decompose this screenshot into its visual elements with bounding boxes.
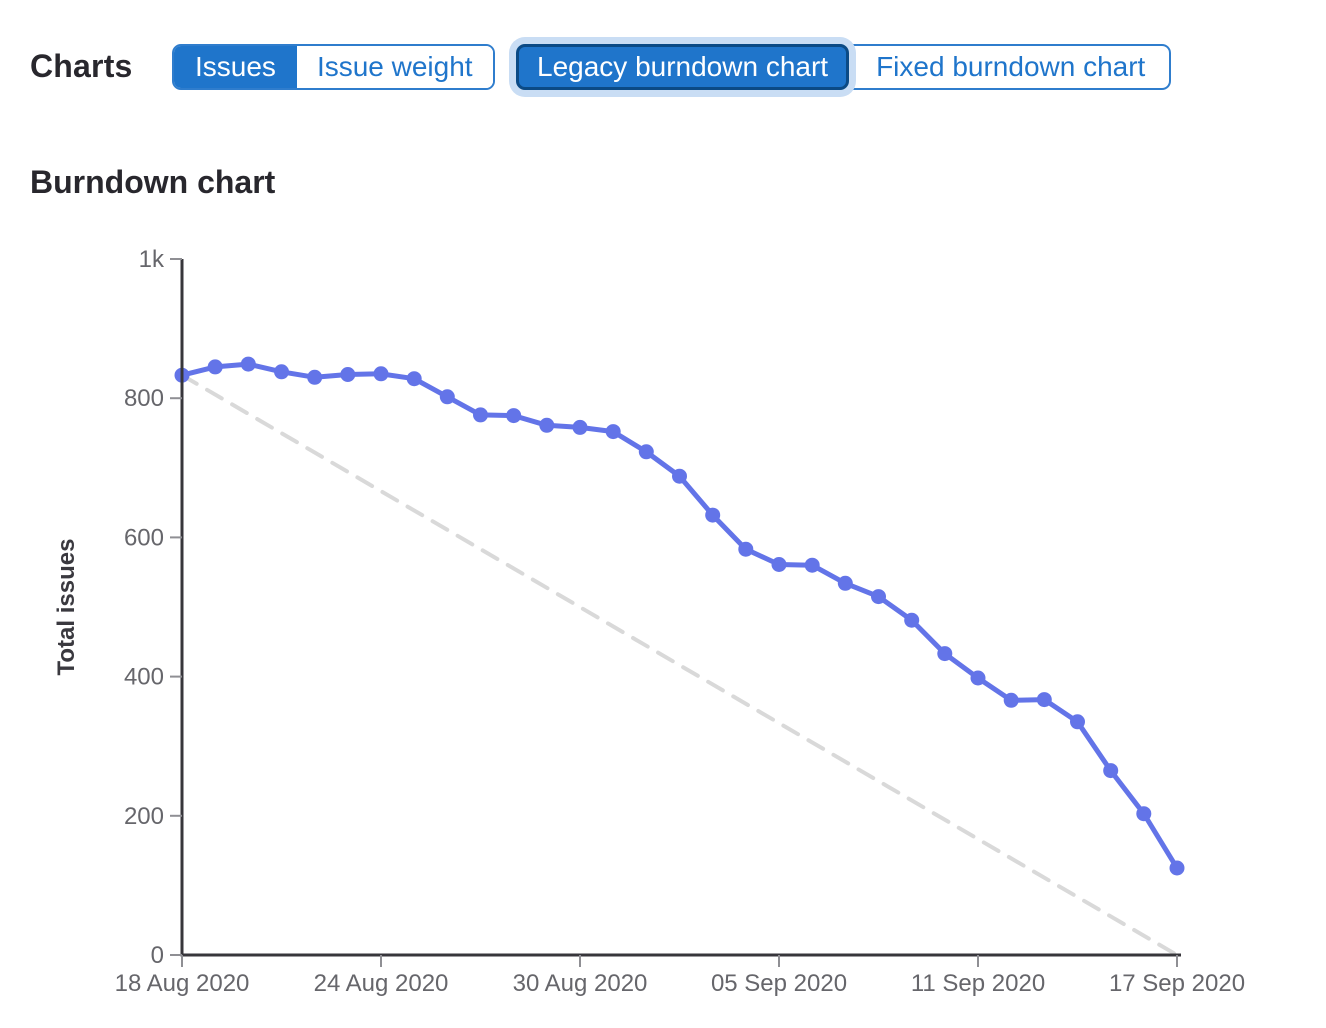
y-tick-label: 400 <box>124 664 164 691</box>
x-tick-label: 17 Sep 2020 <box>1109 970 1245 997</box>
y-tick-label: 600 <box>124 524 164 551</box>
issue-weight-toggle-button[interactable]: Issue weight <box>296 46 493 88</box>
guideline-series <box>180 373 1179 957</box>
metric-toggle-group: Issues Issue weight <box>172 44 495 90</box>
chart-type-toggle-group: Legacy burndown chart Fixed burndown cha… <box>516 44 1172 90</box>
fixed-burndown-chart-button[interactable]: Fixed burndown chart <box>844 44 1172 90</box>
x-tick-label: 18 Aug 2020 <box>115 970 250 997</box>
x-tick-label: 11 Sep 2020 <box>911 970 1045 997</box>
y-tick-label: 800 <box>124 385 164 412</box>
y-tick-label: 0 <box>151 942 164 969</box>
y-tick-label: 1k <box>139 246 165 273</box>
series-layer <box>174 356 1185 957</box>
charts-label: Charts <box>30 48 133 84</box>
issues-toggle-button[interactable]: Issues <box>174 46 297 88</box>
chart-title: Burndown chart <box>30 164 276 200</box>
legacy-burndown-chart-button[interactable]: Legacy burndown chart <box>516 44 850 90</box>
x-tick-label: 05 Sep 2020 <box>711 970 847 997</box>
x-tick-label: 30 Aug 2020 <box>513 970 648 997</box>
axes: 0 200 400 600 800 1k 18 Aug 2020 24 Aug 2020 30 … <box>115 246 1245 997</box>
x-tick-label: 24 Aug 2020 <box>314 970 449 997</box>
total-issues-remaining-series[interactable] <box>174 356 1185 876</box>
y-tick-label: 200 <box>124 803 164 830</box>
y-axis-label: Total issues <box>53 539 80 676</box>
